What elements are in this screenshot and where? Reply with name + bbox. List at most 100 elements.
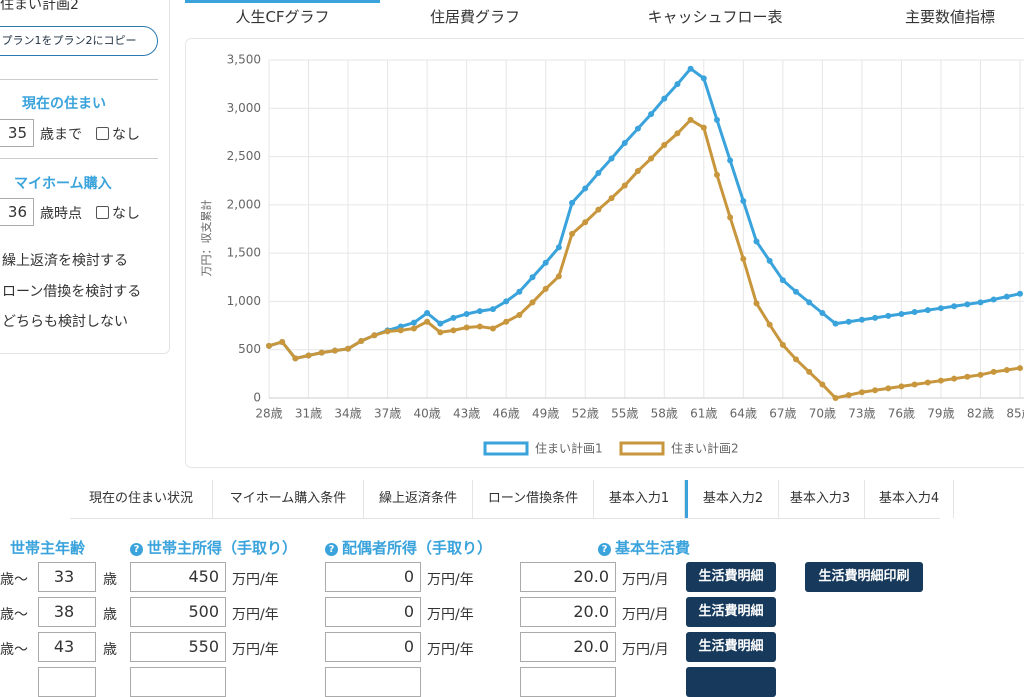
x-tick-label: 40歳 <box>413 407 440 421</box>
age-input[interactable]: 35 <box>0 119 34 147</box>
label: 世帯主年齢 <box>10 539 85 557</box>
point <box>925 307 931 313</box>
point <box>898 311 904 317</box>
point <box>767 258 773 264</box>
point <box>925 380 931 386</box>
unit: 万円/年 <box>232 569 279 589</box>
unit: 歳～ <box>0 569 28 589</box>
input[interactable]: 43 <box>38 632 96 662</box>
point <box>819 381 825 387</box>
help-icon[interactable]: ? <box>325 543 338 556</box>
point <box>543 286 549 292</box>
point <box>306 353 312 359</box>
point <box>345 346 351 352</box>
tab[interactable]: 住居費グラフ <box>380 6 570 27</box>
detail-button[interactable]: 生活費明細 <box>686 597 776 627</box>
point <box>951 376 957 382</box>
y-tick-label: 3,500 <box>227 53 261 67</box>
input[interactable]: 20.0 <box>520 632 616 662</box>
point <box>398 327 404 333</box>
point <box>556 273 562 279</box>
copy-button[interactable]: プラン1をプラン2にコピー <box>0 26 158 56</box>
tab[interactable]: 主要数値指標 <box>860 6 1024 27</box>
input[interactable]: 38 <box>38 597 96 627</box>
point <box>793 289 799 295</box>
x-tick-label: 85歳 <box>1006 407 1024 421</box>
unit: 万円/年 <box>427 604 474 624</box>
point <box>358 338 364 344</box>
print-button[interactable]: 生活費明細印刷 <box>805 562 923 592</box>
unit: 万円/月 <box>622 569 669 589</box>
x-tick-label: 76歳 <box>888 407 915 421</box>
tab[interactable]: 基本入力2 <box>685 480 779 518</box>
tab[interactable]: 繰上返済条件 <box>364 480 473 518</box>
point <box>701 75 707 81</box>
tab[interactable]: キャッシュフロー表 <box>600 6 830 27</box>
point <box>977 299 983 305</box>
input[interactable]: 0 <box>325 632 421 662</box>
point <box>332 348 338 354</box>
chart: 万円：収支累計 05001,0001,5002,0002,5003,0003,5… <box>185 38 1024 468</box>
tab[interactable]: 現在の住まい状況 <box>70 480 213 518</box>
unit: 歳 <box>103 604 117 624</box>
point <box>846 392 852 398</box>
point <box>727 157 733 163</box>
point <box>595 170 601 176</box>
point <box>635 168 641 174</box>
x-tick-label: 58歳 <box>651 407 678 421</box>
help-icon[interactable]: ? <box>130 543 143 556</box>
point <box>609 195 615 201</box>
point <box>753 239 759 245</box>
point <box>424 310 430 316</box>
detail-button[interactable]: 生活費明細 <box>686 632 776 662</box>
point <box>964 374 970 380</box>
option[interactable]: どちらも検討しない <box>2 311 128 331</box>
x-tick-label: 31歳 <box>295 407 322 421</box>
input[interactable]: 20.0 <box>520 597 616 627</box>
point <box>648 111 654 117</box>
checkbox[interactable]: なし <box>96 203 140 223</box>
point <box>885 385 891 391</box>
point <box>898 383 904 389</box>
point <box>503 298 509 304</box>
point <box>319 350 325 356</box>
input[interactable]: 500 <box>130 597 226 627</box>
point <box>661 96 667 102</box>
detail-button[interactable]: 生活費明細 <box>686 562 776 592</box>
point <box>450 327 456 333</box>
point <box>477 324 483 330</box>
input[interactable]: 450 <box>130 562 226 592</box>
tab[interactable]: マイホーム購入条件 <box>213 480 364 518</box>
option[interactable]: ローン借換を検討する <box>2 281 141 301</box>
input[interactable]: 550 <box>130 632 226 662</box>
input[interactable]: 0 <box>325 597 421 627</box>
input[interactable]: 0 <box>325 562 421 592</box>
point <box>411 320 417 326</box>
tab[interactable]: 基本入力1 <box>594 480 685 518</box>
y-tick-label: 2,000 <box>227 197 261 211</box>
unit: 歳まで <box>40 124 82 144</box>
x-tick-label: 82歳 <box>967 407 994 421</box>
point <box>556 244 562 250</box>
point <box>569 200 575 206</box>
tab[interactable]: 基本入力3 <box>776 480 865 518</box>
tab[interactable]: ローン借換条件 <box>473 480 594 518</box>
point <box>503 319 509 325</box>
input[interactable]: 33 <box>38 562 96 592</box>
input[interactable]: 20.0 <box>520 562 616 592</box>
tab[interactable]: 人生CFグラフ <box>185 6 380 27</box>
y-tick-label: 500 <box>238 342 261 356</box>
help-icon[interactable]: ? <box>598 543 611 556</box>
point <box>912 381 918 387</box>
tab[interactable]: 基本入力4 <box>865 480 954 518</box>
point <box>740 256 746 262</box>
option[interactable]: 繰上返済を検討する <box>2 250 128 270</box>
checkbox[interactable]: なし <box>96 124 140 144</box>
point <box>753 300 759 306</box>
x-tick-label: 37歳 <box>374 407 401 421</box>
heading: マイホーム購入 <box>14 173 112 193</box>
x-tick-label: 64歳 <box>730 407 757 421</box>
point <box>582 185 588 191</box>
age-input[interactable]: 36 <box>0 198 34 226</box>
divider <box>0 79 158 80</box>
